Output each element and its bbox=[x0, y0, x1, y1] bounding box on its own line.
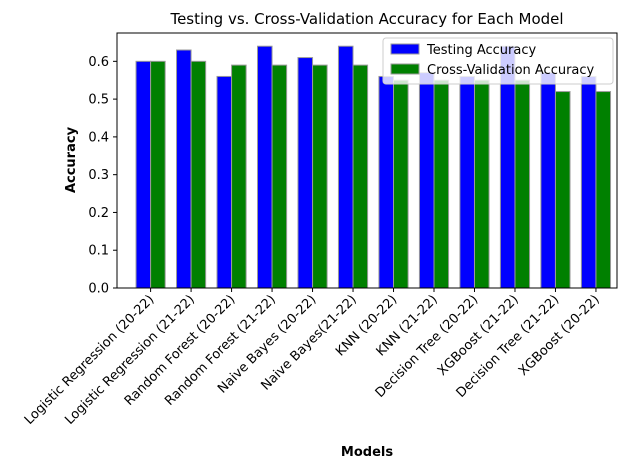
bar-cv-4 bbox=[312, 64, 328, 289]
x-axis-label: Models bbox=[341, 445, 393, 460]
bar-testing-0 bbox=[135, 60, 152, 289]
bar-testing-6 bbox=[378, 75, 395, 289]
bar-testing-8 bbox=[459, 75, 475, 289]
bar-cv-0 bbox=[150, 60, 166, 289]
bar-testing-7 bbox=[418, 72, 435, 289]
bar-testing-10 bbox=[540, 72, 556, 289]
bar-testing-1 bbox=[176, 49, 192, 289]
y-tick-label-4: 0.4 bbox=[88, 130, 109, 145]
bar-cv-3 bbox=[271, 64, 288, 289]
plot-frame bbox=[116, 32, 618, 289]
chart-title: Testing vs. Cross-Validation Accuracy fo… bbox=[169, 10, 563, 28]
y-tick-label-2: 0.2 bbox=[88, 206, 109, 221]
legend-label-1: Cross-Validation Accuracy bbox=[427, 63, 595, 78]
y-tick-label-3: 0.3 bbox=[88, 168, 109, 183]
y-tick-label-5: 0.5 bbox=[88, 93, 109, 108]
y-tick-label-6: 0.6 bbox=[88, 55, 109, 70]
bar-cv-5 bbox=[352, 64, 369, 289]
legend-swatch-0 bbox=[390, 43, 420, 55]
bar-cv-6 bbox=[393, 79, 409, 289]
bar-testing-11 bbox=[580, 75, 597, 289]
bar-cv-9 bbox=[514, 79, 531, 289]
bar-cv-7 bbox=[433, 79, 450, 289]
bars-layer bbox=[135, 45, 612, 289]
legend-box bbox=[382, 37, 614, 85]
y-axis-label: Accuracy bbox=[64, 126, 79, 193]
legend-swatch-1 bbox=[390, 63, 420, 75]
bar-testing-4 bbox=[297, 57, 314, 289]
legend: Testing Accuracy Cross-Validation Accurac… bbox=[382, 37, 614, 85]
bar-cv-8 bbox=[473, 79, 490, 289]
bar-cv-1 bbox=[190, 60, 207, 289]
bar-testing-3 bbox=[256, 45, 273, 289]
bar-testing-5 bbox=[337, 45, 354, 289]
y-tick-label-0: 0.0 bbox=[88, 282, 109, 297]
y-tick-label-1: 0.1 bbox=[88, 244, 109, 259]
bar-testing-2 bbox=[216, 75, 233, 289]
bar-cv-2 bbox=[231, 64, 247, 289]
bar-cv-10 bbox=[554, 91, 571, 289]
legend-label-0: Testing Accuracy bbox=[426, 43, 536, 58]
bar-cv-11 bbox=[595, 91, 612, 289]
